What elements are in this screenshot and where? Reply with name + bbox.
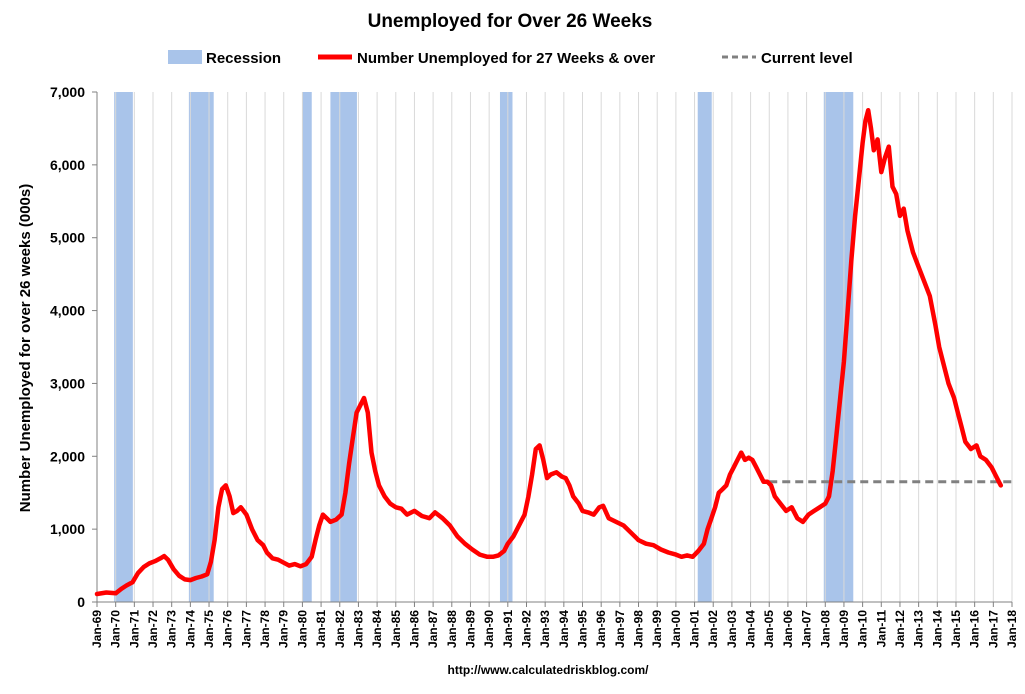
x-tick-label-26: Jan-95 [576, 610, 590, 648]
x-tick-label-15: Jan-84 [370, 610, 384, 648]
x-tick-label-1: Jan-70 [109, 610, 123, 648]
x-tick-label-20: Jan-89 [463, 610, 477, 648]
x-tick-label-32: Jan-01 [688, 610, 702, 648]
x-tick-label-44: Jan-13 [912, 610, 926, 648]
x-tick-label-19: Jan-88 [445, 610, 459, 648]
plot-area: 0 1,000 2,000 3,000 4,000 5,000 6,000 7,000 Jan-… [50, 84, 1019, 648]
source-url: http://www.calculatedriskblog.com/ [448, 663, 650, 677]
x-tick-label-34: Jan-03 [725, 610, 739, 648]
x-tick-label-28: Jan-97 [613, 610, 627, 648]
x-tick-label-27: Jan-96 [594, 610, 608, 648]
x-tick-label-30: Jan-99 [650, 610, 664, 648]
legend-series-label: Number Unemployed for 27 Weeks & over [357, 50, 655, 67]
x-tick-label-5: Jan-74 [183, 610, 197, 648]
y-tick-label-2: 2,000 [50, 448, 85, 464]
x-tick-label-37: Jan-06 [781, 610, 795, 648]
y-tick-label-7: 7,000 [50, 84, 85, 100]
x-tick-label-40: Jan-09 [837, 610, 851, 648]
x-tick-label-7: Jan-76 [221, 610, 235, 648]
x-tick-label-46: Jan-15 [949, 610, 963, 648]
series-line-0 [94, 107, 1004, 597]
x-tick-label-11: Jan-80 [295, 610, 309, 648]
recession-band-0 [114, 92, 133, 602]
legend-current-label: Current level [761, 50, 853, 67]
legend-recession-swatch [168, 50, 202, 64]
x-tick-label-22: Jan-91 [501, 610, 515, 648]
legend: Recession Number Unemployed for 27 Weeks… [168, 50, 853, 67]
x-tick-label-6: Jan-75 [202, 610, 216, 648]
recession-band-2 [302, 92, 312, 602]
recession-band-3 [330, 92, 357, 602]
x-tick-label-23: Jan-92 [519, 610, 533, 648]
x-tick-label-38: Jan-07 [800, 610, 814, 648]
x-tick-label-41: Jan-10 [856, 610, 870, 648]
x-tick-label-29: Jan-98 [632, 610, 646, 648]
x-tick-label-18: Jan-87 [426, 610, 440, 648]
x-tick-label-4: Jan-73 [165, 610, 179, 648]
recession-band-5 [697, 92, 712, 602]
y-tick-label-4: 4,000 [50, 303, 85, 319]
x-tick-label-45: Jan-14 [930, 610, 944, 648]
x-tick-label-3: Jan-72 [146, 610, 160, 648]
x-tick-label-2: Jan-71 [127, 610, 141, 648]
x-tick-label-25: Jan-94 [557, 610, 571, 648]
x-tick-label-13: Jan-82 [333, 610, 347, 648]
x-tick-label-8: Jan-77 [239, 610, 253, 648]
x-tick-label-16: Jan-85 [389, 610, 403, 648]
legend-recession-label: Recession [206, 50, 281, 67]
recession-band-4 [499, 92, 513, 602]
x-tick-label-35: Jan-04 [744, 610, 758, 648]
x-tick-label-39: Jan-08 [818, 610, 832, 648]
x-tick-label-17: Jan-86 [407, 610, 421, 648]
x-tick-label-0: Jan-69 [90, 610, 104, 648]
x-tick-label-48: Jan-17 [986, 610, 1000, 648]
x-tick-label-43: Jan-12 [893, 610, 907, 648]
x-tick-label-10: Jan-79 [277, 610, 291, 648]
recession-band-6 [823, 92, 854, 602]
y-tick-label-5: 5,000 [50, 230, 85, 246]
y-tick-label-0: 0 [77, 594, 85, 610]
y-tick-label-1: 1,000 [50, 521, 85, 537]
x-tick-label-21: Jan-90 [482, 610, 496, 648]
x-tick-label-47: Jan-16 [968, 610, 982, 648]
y-tick-label-3: 3,000 [50, 375, 85, 391]
x-tick-label-36: Jan-05 [762, 610, 776, 648]
x-tick-label-49: Jan-18 [1005, 610, 1019, 648]
x-tick-label-31: Jan-00 [669, 610, 683, 648]
x-tick-label-9: Jan-78 [258, 610, 272, 648]
x-tick-label-12: Jan-81 [314, 610, 328, 648]
recession-band-1 [188, 92, 214, 602]
x-tick-label-24: Jan-93 [538, 610, 552, 648]
x-tick-label-14: Jan-83 [351, 610, 365, 648]
chart-title: Unemployed for Over 26 Weeks [368, 11, 653, 32]
y-axis-title: Number Unemployed for over 26 weeks (000… [17, 184, 34, 512]
x-tick-label-42: Jan-11 [874, 610, 888, 648]
y-tick-label-6: 6,000 [50, 157, 85, 173]
x-tick-label-33: Jan-02 [706, 610, 720, 648]
